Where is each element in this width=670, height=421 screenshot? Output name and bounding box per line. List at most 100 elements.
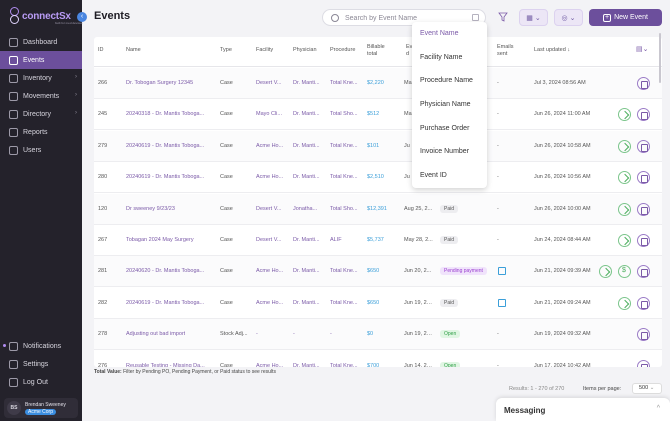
cell-name[interactable]: 20240318 - Dr. Mantis Toboga... [126, 111, 205, 118]
cell-facility[interactable]: Desert V... [256, 237, 282, 243]
cell-name[interactable]: 20240619 - Dr. Mantis Toboga... [126, 174, 205, 181]
cell-facility[interactable]: Mayo Cli... [256, 111, 282, 118]
duplicate-icon[interactable] [637, 171, 650, 185]
table-row[interactable]: 281 20240620 - Dr. Mantis Toboga... Case Ac… [94, 256, 662, 288]
cell-procedure[interactable]: Total Kne... [330, 268, 358, 275]
search-option-physician-name[interactable]: Physician Name [420, 101, 471, 109]
table-row[interactable]: 267 Tobagan 2024 May Surgery Case Desert V.… [94, 225, 662, 256]
scan-icon[interactable] [472, 14, 479, 21]
table-row[interactable]: 266 Dr. Tobogan Surgery 12345 Case Desert V… [94, 68, 662, 99]
sidebar-item-dashboard[interactable]: Dashboard [0, 33, 82, 51]
cell-facility[interactable]: Acme Ho... [256, 299, 284, 306]
col-name[interactable]: Name [126, 47, 141, 53]
new-event-button[interactable]: + New Event [589, 9, 662, 26]
cell-facility[interactable]: - [256, 331, 258, 338]
cell-physician[interactable]: Dr. Manti... [293, 268, 320, 275]
table-row[interactable]: 278 Adjusting out bad import Stock Adj... -… [94, 319, 662, 351]
send-icon[interactable] [618, 234, 631, 247]
duplicate-icon[interactable] [637, 202, 650, 216]
send-icon[interactable] [618, 108, 631, 122]
table-row[interactable]: 276 Reusable Testing - Missing Da... Case A… [94, 351, 662, 367]
cell-procedure[interactable]: Total Kne... [330, 80, 358, 86]
cell-procedure[interactable]: ALIF [330, 237, 342, 243]
table-row[interactable]: 282 20240619 - Dr. Mantis Toboga... Case Ac… [94, 288, 662, 319]
sidebar-item-settings[interactable]: Settings [0, 355, 82, 373]
search-option-purchase-order[interactable]: Purchase Order [420, 124, 470, 132]
cell-name[interactable]: 20240620 - Dr. Mantis Toboga... [126, 268, 205, 275]
view-options-button[interactable]: ◎ ⌄ [554, 9, 583, 26]
cell-physician[interactable]: Dr. Manti... [293, 111, 320, 118]
col-id[interactable]: ID [98, 47, 104, 53]
payment-icon[interactable] [618, 265, 631, 279]
sidebar-item-inventory[interactable]: Inventory › [0, 69, 82, 87]
search-input[interactable] [345, 13, 465, 23]
col-procedure[interactable]: Procedure [330, 47, 356, 53]
col-last-updated[interactable]: Last updated ↓ [534, 47, 570, 53]
cell-facility[interactable]: Desert V... [256, 80, 282, 86]
send-icon[interactable] [599, 265, 612, 279]
items-per-page-select[interactable]: 500 ⌄ [632, 383, 662, 394]
cell-facility[interactable]: Acme Ho... [256, 174, 284, 181]
duplicate-icon[interactable] [637, 296, 650, 310]
col-facility[interactable]: Facility [256, 47, 274, 53]
cell-facility[interactable]: Acme Ho... [256, 362, 284, 367]
col-event-date[interactable]: Ev d [406, 44, 413, 57]
messaging-panel[interactable]: Messaging ^ [496, 398, 670, 421]
cell-physician[interactable]: Jonatha... [293, 205, 318, 212]
cell-physician[interactable]: Dr. Manti... [293, 174, 320, 181]
duplicate-icon[interactable] [637, 108, 650, 122]
collapse-sidebar-button[interactable]: ‹ [77, 12, 87, 22]
chevron-up-icon[interactable]: ^ [656, 405, 660, 412]
cell-name[interactable]: Dr sweeney 9/23/23 [126, 205, 175, 212]
filter-icon[interactable] [498, 12, 508, 22]
table-row[interactable]: 245 20240318 - Dr. Mantis Toboga... Case Ma… [94, 99, 662, 131]
search-option-procedure-name[interactable]: Procedure Name [420, 77, 473, 85]
cell-physician[interactable]: Dr. Manti... [293, 299, 320, 306]
cell-procedure[interactable]: Total Kne... [330, 299, 358, 306]
sidebar-item-movements[interactable]: Movements › [0, 87, 82, 105]
search-option-event-name[interactable]: Event Name [420, 30, 459, 37]
table-row[interactable]: 280 20240619 - Dr. Mantis Toboga... Case Ac… [94, 162, 662, 194]
cell-physician[interactable]: Dr. Manti... [293, 237, 320, 243]
cell-facility[interactable]: Acme Ho... [256, 142, 284, 149]
cell-physician[interactable]: - [293, 331, 295, 338]
cell-procedure[interactable]: Total Sho... [330, 111, 358, 118]
duplicate-icon[interactable] [637, 265, 650, 279]
duplicate-icon[interactable] [637, 328, 650, 342]
column-layout-button[interactable]: ▦ ⌄ [519, 9, 548, 26]
cell-name[interactable]: Tobagan 2024 May Surgery [126, 237, 194, 243]
cell-procedure[interactable]: Total Kne... [330, 362, 358, 367]
col-emails-sent[interactable]: Emails sent [497, 44, 514, 57]
logo[interactable]: connectSx [9, 7, 71, 25]
duplicate-icon[interactable] [637, 77, 650, 90]
send-icon[interactable] [618, 139, 631, 153]
cell-physician[interactable]: Dr. Manti... [293, 362, 320, 367]
col-billable-total[interactable]: Billable total [367, 44, 385, 57]
send-icon[interactable] [618, 171, 631, 185]
cell-procedure[interactable]: - [330, 331, 332, 338]
cell-procedure[interactable]: Total Sho... [330, 205, 358, 212]
col-physician[interactable]: Physician [293, 47, 317, 53]
cell-facility[interactable]: Acme Ho... [256, 268, 284, 275]
cell-procedure[interactable]: Total Kne... [330, 142, 358, 149]
duplicate-icon[interactable] [637, 139, 650, 153]
search-option-facility-name[interactable]: Facility Name [420, 53, 463, 61]
search-option-event-id[interactable]: Event ID [420, 172, 447, 180]
sidebar-item-notifications[interactable]: Notifications [0, 337, 82, 355]
duplicate-icon[interactable] [637, 234, 650, 247]
cell-procedure[interactable]: Total Kne... [330, 174, 358, 181]
cell-physician[interactable]: Dr. Manti... [293, 80, 320, 86]
column-settings-icon[interactable]: ▤⌄ [636, 46, 649, 53]
cell-name[interactable]: Adjusting out bad import [126, 331, 186, 338]
table-row[interactable]: 120 Dr sweeney 9/23/23 Case Desert V... Jona… [94, 193, 662, 225]
send-icon[interactable] [618, 202, 631, 216]
cell-facility[interactable]: Desert V... [256, 205, 282, 212]
send-icon[interactable] [618, 296, 631, 310]
duplicate-icon[interactable] [637, 359, 650, 367]
sidebar-item-users[interactable]: Users [0, 141, 82, 159]
cell-name[interactable]: Reusable Testing - Missing Da... [126, 362, 205, 367]
cell-physician[interactable]: Dr. Manti... [293, 142, 320, 149]
user-profile[interactable]: BS Brendan Sweeney Acme Corp [4, 398, 78, 418]
scrollbar[interactable] [659, 33, 661, 83]
sidebar-item-events[interactable]: Events [0, 51, 82, 69]
